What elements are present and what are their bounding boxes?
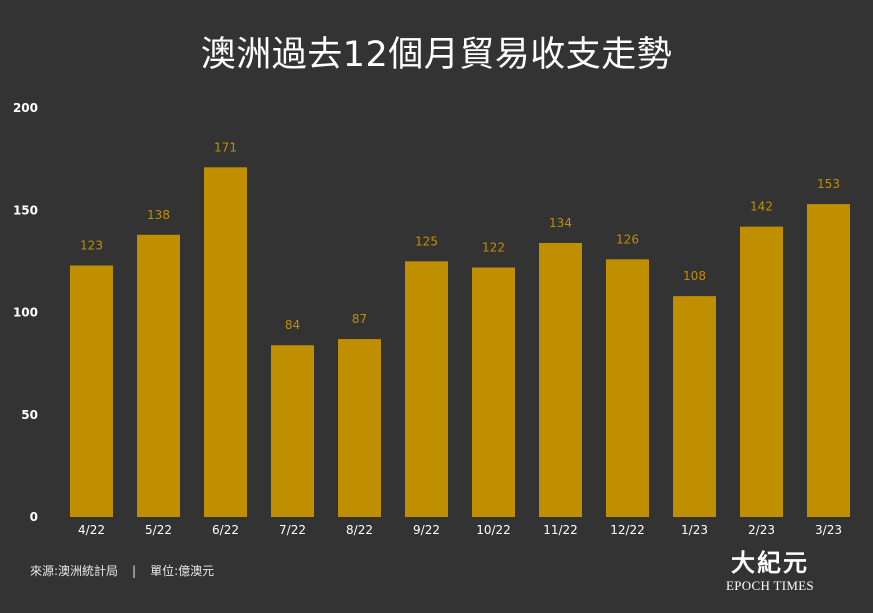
bar xyxy=(405,261,448,517)
x-tick-label: 3/23 xyxy=(815,523,842,537)
x-tick-label: 12/22 xyxy=(610,523,645,537)
x-tick-label: 6/22 xyxy=(212,523,239,537)
data-label: 87 xyxy=(352,312,367,326)
data-label: 122 xyxy=(482,241,505,255)
bar xyxy=(673,296,716,517)
x-tick-label: 7/22 xyxy=(279,523,306,537)
data-label: 108 xyxy=(683,269,706,283)
bar xyxy=(204,167,247,517)
x-tick-label: 4/22 xyxy=(78,523,105,537)
data-label: 138 xyxy=(147,208,170,222)
y-tick-label: 0 xyxy=(30,510,38,524)
x-tick-label: 1/23 xyxy=(681,523,708,537)
bar xyxy=(539,242,582,517)
footer-source-note: 來源:澳洲統計局 | 單位:億澳元 xyxy=(30,562,214,579)
bar xyxy=(137,234,180,518)
x-tick-label: 10/22 xyxy=(476,523,511,537)
epoch-times-logo: 大紀元 EPOCH TIMES xyxy=(719,548,821,600)
bar xyxy=(70,265,113,517)
bar xyxy=(807,204,850,518)
x-tick-label: 8/22 xyxy=(346,523,373,537)
bar xyxy=(271,345,314,517)
logo-chinese-text: 大紀元 xyxy=(731,548,809,577)
data-label: 134 xyxy=(549,216,572,230)
data-label: 126 xyxy=(616,232,639,246)
y-tick-label: 100 xyxy=(13,306,38,320)
bar xyxy=(740,226,783,518)
x-tick-label: 5/22 xyxy=(145,523,172,537)
data-label: 153 xyxy=(817,177,840,191)
footer-separator: | xyxy=(132,564,137,578)
unit-label: 單位:億澳元 xyxy=(150,564,215,578)
data-label: 123 xyxy=(80,238,103,252)
chart-title: 澳洲過去12個月貿易收支走勢 xyxy=(200,35,673,75)
data-label: 125 xyxy=(415,234,438,248)
source-label: 來源:澳洲統計局 xyxy=(30,564,119,578)
x-tick-label: 11/22 xyxy=(543,523,578,537)
x-tick-label: 9/22 xyxy=(413,523,440,537)
y-axis: 0 50 100 150 200 xyxy=(13,101,38,524)
x-tick-label: 2/23 xyxy=(748,523,775,537)
data-label: 142 xyxy=(750,200,773,214)
bars xyxy=(70,167,850,518)
value-labels: 123 138 171 84 87 125 122 134 126 108 142 153 xyxy=(80,140,840,332)
y-tick-label: 200 xyxy=(13,101,38,115)
y-tick-label: 150 xyxy=(13,203,38,217)
bar xyxy=(606,259,649,517)
bar xyxy=(472,267,515,517)
data-label: 84 xyxy=(285,318,300,332)
x-axis: 4/22 5/22 6/22 7/22 8/22 9/22 10/22 11/22 12/22 1… xyxy=(78,523,842,537)
bar xyxy=(338,339,381,517)
y-tick-label: 50 xyxy=(21,408,38,422)
logo-english-text: EPOCH TIMES xyxy=(726,578,814,593)
data-label: 171 xyxy=(214,140,237,154)
